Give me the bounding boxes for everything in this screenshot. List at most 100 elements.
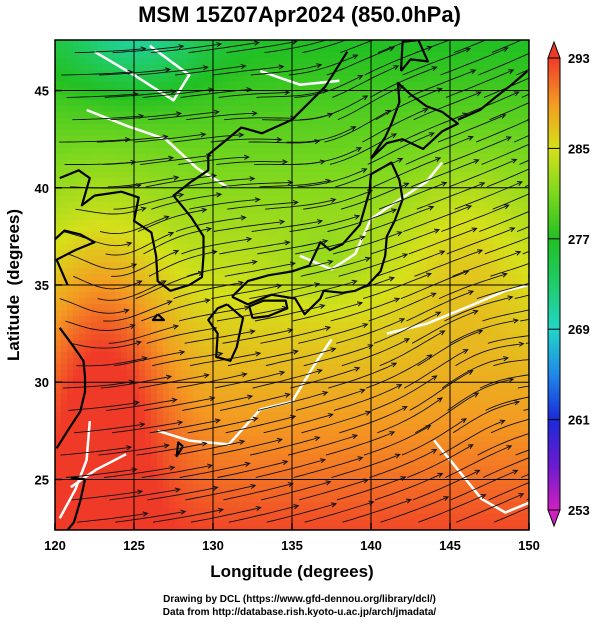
field-cell <box>241 358 248 365</box>
field-cell <box>301 346 308 353</box>
field-cell <box>103 376 110 383</box>
field-cell <box>151 448 158 455</box>
field-cell <box>79 58 86 65</box>
field-cell <box>253 274 260 281</box>
field-cell <box>175 310 182 317</box>
field-cell <box>379 520 386 527</box>
field-cell <box>397 280 404 287</box>
field-cell <box>175 370 182 377</box>
field-cell <box>403 244 410 251</box>
field-cell <box>331 442 338 449</box>
field-cell <box>211 406 218 413</box>
field-cell <box>349 412 356 419</box>
field-cell <box>187 442 194 449</box>
field-cell <box>301 130 308 137</box>
field-cell <box>217 172 224 179</box>
field-cell <box>139 130 146 137</box>
field-cell <box>247 490 254 497</box>
field-cell <box>277 250 284 257</box>
field-cell <box>277 196 284 203</box>
field-cell <box>247 268 254 275</box>
field-cell <box>97 400 104 407</box>
field-cell <box>73 448 80 455</box>
field-cell <box>211 376 218 383</box>
field-cell <box>313 232 320 239</box>
field-cell <box>175 130 182 137</box>
field-cell <box>175 58 182 65</box>
field-cell <box>97 280 104 287</box>
field-cell <box>193 394 200 401</box>
field-cell <box>367 166 374 173</box>
field-cell <box>283 412 290 419</box>
field-cell <box>217 364 224 371</box>
field-cell <box>403 472 410 479</box>
field-cell <box>91 214 98 221</box>
field-cell <box>133 292 140 299</box>
field-cell <box>313 454 320 461</box>
field-cell <box>145 502 152 509</box>
field-cell <box>181 124 188 131</box>
field-cell <box>409 322 416 329</box>
field-cell <box>373 208 380 215</box>
field-cell <box>313 226 320 233</box>
field-cell <box>295 364 302 371</box>
field-cell <box>361 526 368 530</box>
field-cell <box>187 82 194 89</box>
field-cell <box>103 400 110 407</box>
field-cell <box>157 370 164 377</box>
field-cell <box>169 64 176 71</box>
field-cell <box>127 454 134 461</box>
field-cell <box>385 442 392 449</box>
field-cell <box>121 202 128 209</box>
field-cell <box>175 508 182 515</box>
field-cell <box>343 520 350 527</box>
field-cell <box>409 520 416 527</box>
field-cell <box>379 250 386 257</box>
field-cell <box>205 430 212 437</box>
field-cell <box>397 400 404 407</box>
field-cell <box>169 472 176 479</box>
field-cell <box>361 160 368 167</box>
field-cell <box>379 400 386 407</box>
field-cell <box>199 340 206 347</box>
field-cell <box>181 520 188 527</box>
field-cell <box>133 166 140 173</box>
field-cell <box>169 184 176 191</box>
field-cell <box>301 142 308 149</box>
field-cell <box>139 328 146 335</box>
field-cell <box>205 418 212 425</box>
field-cell <box>181 172 188 179</box>
field-cell <box>415 436 422 443</box>
field-cell <box>181 382 188 389</box>
field-cell <box>349 184 356 191</box>
field-cell <box>343 448 350 455</box>
field-cell <box>139 454 146 461</box>
field-cell <box>385 262 392 269</box>
field-cell <box>235 298 242 305</box>
field-cell <box>319 520 326 527</box>
field-cell <box>235 88 242 95</box>
field-cell <box>277 316 284 323</box>
field-cell <box>385 118 392 125</box>
field-cell <box>385 100 392 107</box>
field-cell <box>271 106 278 113</box>
field-cell <box>73 286 80 293</box>
field-cell <box>361 76 368 83</box>
field-cell <box>265 364 272 371</box>
field-cell <box>139 64 146 71</box>
field-cell <box>97 118 104 125</box>
field-cell <box>397 298 404 305</box>
field-cell <box>73 472 80 479</box>
field-cell <box>61 496 68 503</box>
field-cell <box>307 400 314 407</box>
field-cell <box>121 526 128 530</box>
field-cell <box>133 40 140 47</box>
field-cell <box>139 412 146 419</box>
field-cell <box>229 100 236 107</box>
field-cell <box>205 238 212 245</box>
field-cell <box>127 160 134 167</box>
field-cell <box>415 238 422 245</box>
field-cell <box>163 460 170 467</box>
field-cell <box>307 154 314 161</box>
field-cell <box>61 334 68 341</box>
